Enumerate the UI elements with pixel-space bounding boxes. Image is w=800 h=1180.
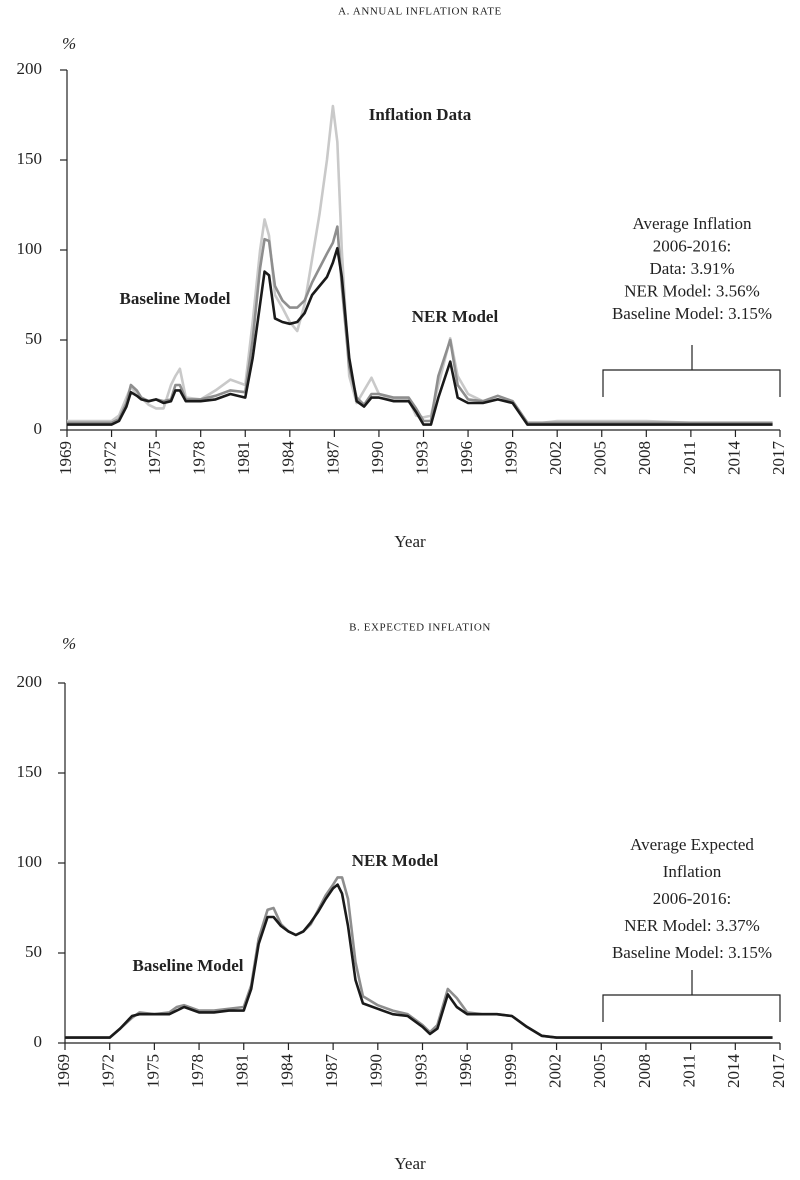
y-tick-label: 150	[17, 762, 43, 781]
series-line	[65, 883, 773, 1039]
x-tick-label: 1972	[100, 441, 119, 475]
annotation: Baseline Model: 3.15%	[612, 304, 772, 323]
x-tick-label: 1990	[368, 441, 387, 475]
x-tick-label: 1981	[234, 441, 253, 475]
x-tick-label: 2002	[546, 441, 565, 475]
annotation: NER Model: 3.37%	[624, 916, 760, 935]
x-tick-label: 1999	[501, 1054, 520, 1088]
series-label: Baseline Model	[133, 956, 244, 975]
x-tick-label: 2011	[680, 441, 699, 474]
chart-title: B. EXPECTED INFLATION	[349, 622, 491, 634]
y-tick-label: 200	[17, 672, 43, 691]
x-tick-label: 1984	[279, 441, 298, 476]
series-line	[67, 246, 773, 426]
y-unit: %	[62, 34, 76, 53]
series-label: NER Model	[412, 307, 499, 326]
x-tick-label: 2005	[590, 1054, 609, 1088]
x-tick-label: 2011	[680, 1054, 699, 1087]
x-tick-label: 1975	[145, 441, 164, 475]
y-tick-label: 200	[17, 59, 43, 78]
series-label: Inflation Data	[369, 105, 472, 124]
x-tick-label: 2008	[635, 1054, 654, 1088]
series-label: Baseline Model	[120, 289, 231, 308]
x-tick-label: 1975	[143, 1054, 162, 1088]
x-tick-label: 1996	[456, 1054, 475, 1088]
series-label: NER Model	[352, 851, 439, 870]
y-tick-label: 0	[34, 419, 43, 438]
x-tick-label: 1996	[457, 441, 476, 475]
x-tick-label: 1993	[412, 441, 431, 475]
x-tick-label: 1999	[502, 441, 521, 475]
x-tick-label: 1978	[188, 1054, 207, 1088]
x-axis-label: Year	[394, 532, 426, 551]
annotation: 2006-2016:	[653, 889, 731, 908]
x-tick-label: 2005	[591, 441, 610, 475]
annotation: NER Model: 3.56%	[624, 281, 760, 300]
x-tick-label: 1987	[322, 1054, 341, 1089]
x-tick-label: 1972	[99, 1054, 118, 1088]
annotation: 2006-2016:	[653, 236, 731, 255]
y-unit: %	[62, 634, 76, 653]
y-tick-label: 100	[17, 852, 43, 871]
x-tick-label: 1978	[190, 441, 209, 475]
x-tick-label: 2017	[769, 441, 788, 476]
x-tick-label: 1987	[323, 441, 342, 476]
x-tick-label: 1984	[277, 1054, 296, 1089]
x-tick-label: 1981	[233, 1054, 252, 1088]
x-tick-label: 1990	[367, 1054, 386, 1088]
y-tick-label: 0	[34, 1032, 43, 1051]
annotation: Average Expected	[630, 835, 754, 854]
x-tick-label: 2008	[635, 441, 654, 475]
y-tick-label: 150	[17, 149, 43, 168]
x-tick-label: 1969	[56, 441, 75, 475]
y-tick-label: 50	[25, 942, 42, 961]
bracket	[602, 970, 781, 1022]
chart-title: A. ANNUAL INFLATION RATE	[338, 6, 502, 18]
y-tick-label: 50	[25, 329, 42, 348]
x-axis-label: Year	[394, 1154, 426, 1173]
x-tick-label: 2014	[724, 1054, 743, 1089]
x-tick-label: 1993	[411, 1054, 430, 1088]
annotation: Data: 3.91%	[650, 259, 735, 278]
x-tick-label: 2017	[769, 1054, 788, 1089]
bracket	[602, 345, 781, 397]
x-tick-label: 2002	[545, 1054, 564, 1088]
y-tick-label: 100	[17, 239, 43, 258]
x-tick-label: 1969	[54, 1054, 73, 1088]
annotation: Inflation	[663, 862, 722, 881]
annotation: Average Inflation	[632, 214, 752, 233]
x-tick-label: 2014	[724, 441, 743, 476]
annotation: Baseline Model: 3.15%	[612, 943, 772, 962]
